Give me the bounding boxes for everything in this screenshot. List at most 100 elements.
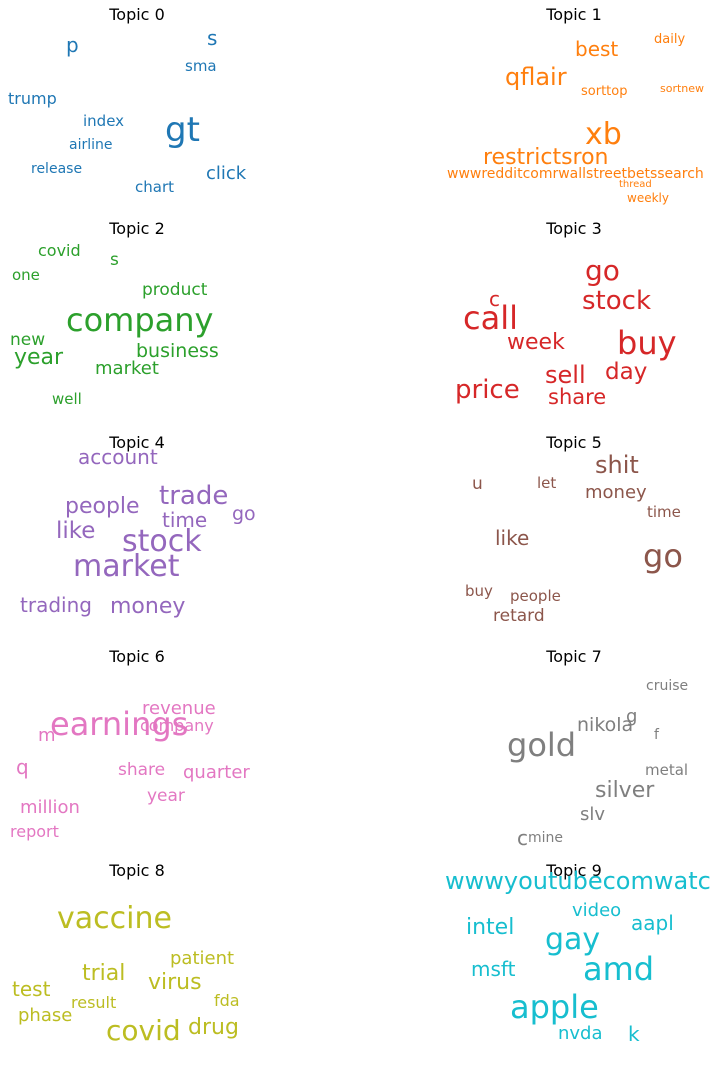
word-label: company [66,301,213,339]
word-label: price [455,375,520,405]
word-label: virus [148,970,202,995]
word-label: call [463,299,518,337]
panel-title: Topic 2 [108,219,165,238]
panel-title: Topic 5 [545,433,602,452]
word-label: well [52,390,82,408]
word-label: buy [465,582,493,600]
word-label: test [12,977,51,1001]
word-label: sortnew [660,82,704,95]
word-label: time [162,508,207,532]
word-label: thread [619,179,652,190]
word-label: year [147,786,185,806]
word-label: market [95,358,159,379]
word-label: stock [582,286,651,316]
word-label: result [71,993,116,1012]
word-label: gt [165,110,200,150]
word-label: best [575,37,618,61]
word-label: nvda [558,1023,603,1044]
word-label: company [140,716,214,735]
word-label: intel [466,915,514,940]
panel-title: Topic 1 [545,5,602,24]
word-label: aapl [631,911,674,935]
word-label: covid [106,1014,181,1047]
word-label: c [489,287,500,311]
word-label: drug [188,1015,239,1040]
word-label: time [647,503,681,521]
word-label: million [20,797,80,818]
word-label: trading [20,593,92,617]
word-label: patient [170,948,234,969]
word-label: mine [528,830,563,846]
word-label: share [118,760,165,780]
word-label: trade [159,481,228,511]
word-label: new [10,330,45,350]
word-label: nikola [577,714,633,736]
word-label: earnings [50,705,188,743]
word-label: restrictsron [483,145,609,170]
word-label: trial [82,961,125,986]
word-label: airline [69,137,113,153]
panel-title: Topic 9 [545,861,602,880]
word-label: video [572,900,621,921]
word-label: k [628,1022,640,1046]
word-label: people [65,494,140,519]
word-label: wwwyoutubecomwatch [445,867,710,895]
word-label: share [548,385,606,409]
word-label: s [207,26,217,50]
word-label: go [585,254,620,287]
word-label: covid [38,241,81,260]
word-label: product [142,280,208,300]
word-label: m [38,725,56,746]
word-label: qflair [505,63,567,91]
word-label: sell [545,361,586,389]
panel-title: Topic 4 [108,433,165,452]
word-label: release [31,161,82,177]
word-label: one [12,266,40,284]
word-label: account [78,445,158,469]
word-label: quarter [183,762,250,783]
word-label: day [605,359,647,385]
word-label: metal [645,761,688,779]
word-label: q [16,755,29,779]
word-label: wwwredditcomrwallstreetbetssearch [447,166,704,182]
word-label: trump [8,89,57,108]
topic-panel: Topic 7 gold silver nikola slv metal g c mine cru… [507,647,688,850]
word-label: u [472,474,483,494]
word-label: chart [135,178,174,196]
word-label: daily [654,32,685,47]
panel-title: Topic 6 [108,647,165,666]
word-label: msft [471,957,516,981]
word-label: index [83,112,124,130]
word-label: go [232,503,256,525]
word-label: like [495,526,529,550]
word-label: report [10,822,59,841]
word-label: shit [595,451,639,479]
word-label: sma [185,57,217,75]
word-label: fda [214,991,240,1010]
word-label: people [510,587,561,605]
panel-title: Topic 7 [545,647,602,666]
word-label: sorttop [581,84,627,99]
word-label: week [507,330,565,355]
word-label: vaccine [57,901,172,936]
word-label: p [66,33,79,57]
word-label: xb [585,117,622,152]
word-label: buy [617,324,677,362]
word-label: revenue [142,698,216,719]
word-label: slv [580,804,605,825]
panel-title: Topic 8 [108,861,165,880]
word-label: c [517,826,528,850]
word-label: retard [493,606,545,626]
word-label: apple [510,988,599,1026]
topic-panel: Topic 5 go shit like money retard u time people l… [465,433,683,626]
word-label: let [537,474,556,492]
word-label: go [643,537,683,575]
word-label: year [14,345,64,370]
topic-panel: Topic 8 vaccine covid drug trial virus test pat… [12,861,240,1047]
word-label: money [585,482,647,503]
